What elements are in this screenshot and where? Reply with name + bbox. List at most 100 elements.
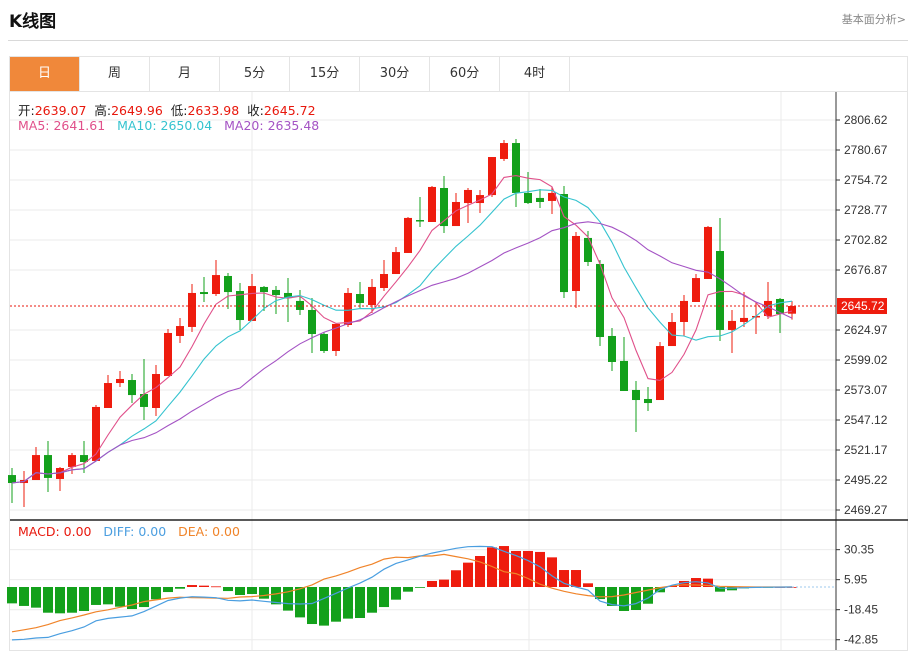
tab-month[interactable]: 月 — [150, 57, 220, 91]
y-tick-label: 2599.02 — [844, 353, 888, 367]
candle — [20, 471, 28, 507]
candle — [296, 289, 304, 316]
candle-body — [368, 286, 376, 305]
candle — [164, 329, 172, 376]
candle — [704, 226, 712, 279]
macd-bar — [7, 587, 17, 604]
candle-body — [248, 286, 256, 321]
ma10-legend: MA10: 2650.04 — [117, 118, 213, 133]
candle — [332, 323, 340, 356]
tab-day[interactable]: 日 — [10, 57, 80, 91]
y-tick-label: 2495.22 — [844, 473, 888, 487]
macd-bar — [115, 587, 125, 607]
candle — [644, 386, 652, 412]
candle-body — [320, 334, 328, 352]
macd-bar — [583, 583, 593, 587]
macd-bar — [415, 587, 425, 588]
candle — [476, 189, 484, 213]
ma20-legend: MA20: 2635.48 — [224, 118, 320, 133]
candle — [92, 404, 100, 461]
macd-bar — [463, 562, 473, 587]
candle-body — [584, 237, 592, 262]
candle-body — [164, 332, 172, 376]
candle — [152, 364, 160, 416]
macd-bar — [403, 587, 413, 592]
candle-body — [680, 300, 688, 322]
macd-bar — [379, 587, 389, 608]
macd-bar — [295, 587, 305, 618]
candle — [680, 295, 688, 336]
tab-week[interactable]: 周 — [80, 57, 150, 91]
candle — [596, 260, 604, 347]
macd-bar — [451, 570, 461, 587]
macd-bar — [307, 587, 317, 625]
candle-body — [524, 192, 532, 204]
macd-bar — [175, 587, 185, 589]
macd-bar — [31, 587, 41, 608]
y-tick-label: 2806.62 — [844, 113, 888, 127]
close-value: 2645.72 — [263, 103, 316, 118]
candle — [80, 440, 88, 473]
candle — [104, 375, 112, 408]
macd-bar — [331, 587, 341, 622]
tab-15min[interactable]: 15分 — [290, 57, 360, 91]
ma5-legend: MA5: 2641.61 — [18, 118, 106, 133]
candle-body — [644, 398, 652, 404]
candle-body — [44, 455, 52, 478]
close-label: 收: — [247, 103, 264, 118]
macd-y-tick-label: 30.35 — [844, 543, 874, 557]
ohlc-legend: 开:2639.07 高:2649.96 低:2633.98 收:2645.72 — [18, 100, 316, 119]
y-tick-label: 2728.77 — [844, 203, 888, 217]
candle — [128, 374, 136, 404]
y-tick-label: 2676.87 — [844, 263, 888, 277]
macd-bar — [67, 587, 77, 613]
macd-bar — [43, 587, 53, 613]
macd-bar — [139, 587, 149, 608]
candle — [668, 312, 676, 347]
candle-body — [296, 300, 304, 310]
candle — [8, 468, 16, 504]
dea-legend-value: DEA: 0.00 — [178, 524, 240, 539]
macd-bar — [91, 587, 101, 605]
fundamental-analysis-link[interactable]: 基本面分析> — [841, 13, 906, 26]
candle-body — [536, 197, 544, 202]
candle — [488, 157, 496, 198]
candle — [428, 186, 436, 222]
tab-60min[interactable]: 60分 — [430, 57, 500, 91]
candle — [368, 278, 376, 313]
tab-30min[interactable]: 30分 — [360, 57, 430, 91]
candle-body — [728, 320, 736, 330]
candle — [32, 446, 40, 481]
candle-body — [740, 317, 748, 322]
candle — [68, 452, 76, 475]
candle — [140, 358, 148, 421]
candle-body — [452, 201, 460, 227]
macd-y-tick-label: 5.95 — [844, 573, 868, 587]
candle-body — [344, 292, 352, 325]
candle-body — [608, 335, 616, 362]
candle-body — [380, 274, 388, 288]
candle-body — [260, 286, 268, 293]
low-label: 低: — [170, 103, 188, 118]
candle — [248, 274, 256, 321]
macd-bar — [595, 587, 605, 600]
macd-bar — [79, 587, 89, 611]
macd-bar — [247, 587, 257, 595]
candle-body — [692, 278, 700, 302]
candle — [416, 197, 424, 227]
candle-body — [416, 220, 424, 222]
candle-body — [488, 157, 496, 196]
tab-5min[interactable]: 5分 — [220, 57, 290, 91]
candle-body — [80, 455, 88, 462]
candle-body — [116, 378, 124, 384]
tab-4hour[interactable]: 4时 — [500, 57, 570, 91]
candle-body — [152, 374, 160, 408]
macd-bar — [631, 587, 641, 611]
candle-body — [212, 275, 220, 295]
candle — [344, 288, 352, 327]
diff-legend-value: DIFF: 0.00 — [103, 524, 167, 539]
candle — [692, 274, 700, 302]
macd-bar — [271, 587, 281, 605]
candle-body — [392, 252, 400, 275]
